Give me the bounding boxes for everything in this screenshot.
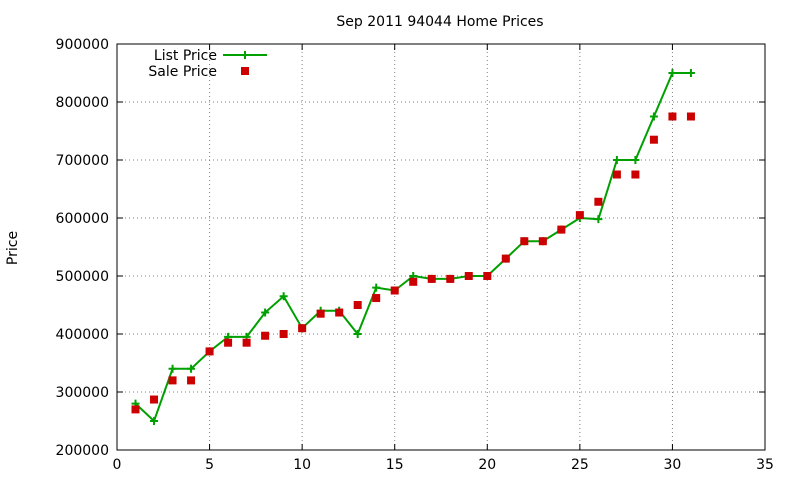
sale-price-point bbox=[557, 225, 566, 234]
list-price-point bbox=[187, 364, 196, 373]
y-tick-label: 800000 bbox=[56, 95, 109, 111]
x-tick-label: 30 bbox=[664, 457, 682, 473]
sale-price-point bbox=[483, 272, 492, 280]
sale-price-point bbox=[316, 309, 325, 318]
list-price-point bbox=[594, 215, 603, 224]
x-tick-label: 20 bbox=[478, 457, 496, 473]
sale-price-point bbox=[427, 274, 436, 283]
sale-price-point bbox=[187, 376, 196, 385]
sale-price-point bbox=[409, 277, 418, 286]
legend-label-sale-price: Sale Price bbox=[148, 64, 217, 80]
y-tick-label: 600000 bbox=[56, 211, 109, 227]
y-tick-label: 700000 bbox=[56, 153, 109, 169]
x-tick-label: 25 bbox=[571, 457, 589, 473]
legend-swatch-sale-price bbox=[241, 67, 249, 75]
sale-price-point bbox=[390, 286, 399, 295]
list-price-point bbox=[279, 292, 288, 301]
sale-price-point bbox=[668, 112, 677, 121]
plot-frame bbox=[116, 43, 766, 451]
list-price-point bbox=[372, 283, 381, 292]
x-tick-label: 0 bbox=[113, 457, 122, 473]
sale-price-point bbox=[446, 274, 455, 283]
sale-price-point bbox=[353, 301, 362, 309]
grid bbox=[117, 44, 765, 450]
sale-price-point bbox=[279, 330, 288, 338]
sale-price-point bbox=[538, 237, 547, 246]
list-price-point bbox=[150, 417, 159, 425]
sale-price-point bbox=[150, 395, 159, 404]
list-price-point bbox=[649, 112, 658, 121]
sale-price-point bbox=[224, 338, 233, 347]
ticks: 0 5 10 15 20 25 30 35 200000 300000 400000 500000 60… bbox=[56, 37, 774, 473]
list-price-point bbox=[612, 156, 621, 164]
x-tick-label: 5 bbox=[205, 457, 214, 473]
x-tick-label: 35 bbox=[756, 457, 774, 473]
y-tick-label: 400000 bbox=[56, 327, 109, 343]
x-tick-label: 10 bbox=[293, 457, 311, 473]
sale-price-point bbox=[205, 347, 214, 356]
list-price-point bbox=[353, 330, 362, 338]
sale-price-point bbox=[298, 324, 307, 333]
sale-price-point bbox=[168, 376, 177, 385]
sale-price-point bbox=[372, 294, 381, 303]
legend-label-list-price: List Price bbox=[154, 48, 217, 64]
list-price-point bbox=[168, 364, 177, 373]
sale-price-point bbox=[686, 112, 695, 121]
x-tick-label: 15 bbox=[386, 457, 404, 473]
chart-title: Sep 2011 94044 Home Prices bbox=[336, 14, 543, 30]
sale-price-point bbox=[631, 170, 640, 179]
sale-price-point bbox=[612, 170, 621, 179]
sale-price-point bbox=[335, 308, 344, 317]
y-tick-label: 200000 bbox=[56, 443, 109, 459]
y-tick-label: 500000 bbox=[56, 269, 109, 285]
sale-price-point bbox=[501, 254, 510, 263]
legend-marker-list-price bbox=[241, 51, 249, 59]
series-list-price-line bbox=[134, 72, 691, 423]
legend: List Price Sale Price bbox=[148, 48, 267, 80]
y-tick-label: 300000 bbox=[56, 385, 109, 401]
sale-price-point bbox=[131, 405, 140, 414]
list-price-point bbox=[631, 156, 640, 164]
series-layer bbox=[131, 69, 695, 425]
list-price-point bbox=[668, 69, 677, 77]
sale-price-point bbox=[575, 211, 584, 220]
sale-price-point bbox=[594, 197, 603, 206]
sale-price-point bbox=[242, 338, 251, 347]
y-axis-label: Price bbox=[5, 231, 21, 265]
sale-price-point bbox=[520, 237, 529, 246]
sale-price-point bbox=[261, 331, 270, 340]
y-tick-label: 900000 bbox=[56, 37, 109, 53]
list-price-point bbox=[686, 69, 695, 77]
list-price-point bbox=[261, 308, 270, 317]
sale-price-point bbox=[464, 272, 473, 280]
sale-price-point bbox=[649, 135, 658, 144]
